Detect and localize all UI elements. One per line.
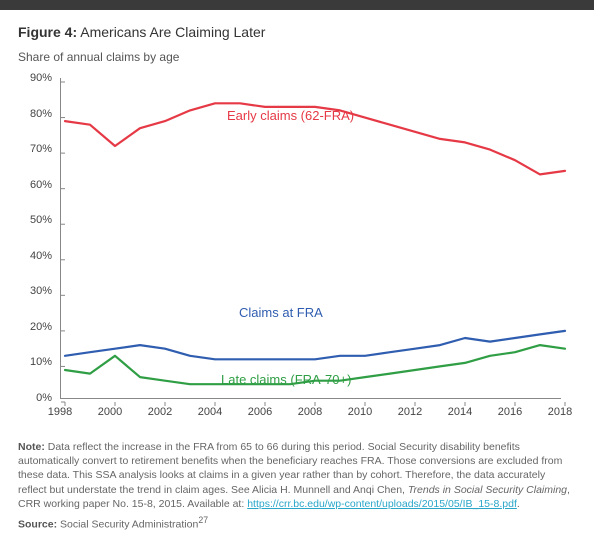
x-axis-labels: 1998200020022004200620082010201220142016… xyxy=(60,402,560,422)
figure-subtitle: Share of annual claims by age xyxy=(18,50,576,64)
figure-title: Americans Are Claiming Later xyxy=(80,24,265,40)
note-label: Note: xyxy=(18,441,45,453)
x-tick-label: 2018 xyxy=(548,406,572,418)
series-label-late: Late claims (FRA-70+) xyxy=(221,372,351,387)
y-tick-label: 0% xyxy=(36,392,52,404)
source-label: Source: xyxy=(18,518,57,530)
x-tick-label: 2000 xyxy=(98,406,122,418)
x-tick-label: 2016 xyxy=(498,406,522,418)
figure-container: Figure 4: Americans Are Claiming Later S… xyxy=(0,10,594,548)
x-tick-label: 2004 xyxy=(198,406,222,418)
y-tick-label: 40% xyxy=(30,250,52,262)
y-tick-label: 70% xyxy=(30,143,52,155)
y-tick-label: 50% xyxy=(30,214,52,226)
y-tick-label: 90% xyxy=(30,72,52,84)
series-label-fra: Claims at FRA xyxy=(239,305,323,320)
figure-label: Figure 4: xyxy=(18,24,77,40)
figure-source: Source: Social Security Administration27 xyxy=(18,515,576,531)
x-tick-label: 2012 xyxy=(398,406,422,418)
y-tick-label: 10% xyxy=(30,356,52,368)
x-tick-label: 2002 xyxy=(148,406,172,418)
chart-svg xyxy=(61,78,569,406)
series-label-early: Early claims (62-FRA) xyxy=(227,108,354,123)
note-italic: Trends in Social Security Claiming xyxy=(408,484,567,496)
x-tick-label: 1998 xyxy=(48,406,72,418)
line-chart: 0% 10% 20% 30% 40% 50% 60% 70% 80% 90% Early clai… xyxy=(18,72,576,432)
figure-note: Note: Data reflect the increase in the F… xyxy=(18,440,576,511)
note-text-3: . xyxy=(517,498,520,510)
source-sup: 27 xyxy=(198,515,208,525)
source-text: Social Security Administration xyxy=(57,518,198,530)
figure-header: Figure 4: Americans Are Claiming Later xyxy=(18,24,576,40)
x-tick-label: 2014 xyxy=(448,406,472,418)
top-bar xyxy=(0,0,594,10)
y-tick-label: 20% xyxy=(30,321,52,333)
y-axis-labels: 0% 10% 20% 30% 40% 50% 60% 70% 80% 90% xyxy=(18,72,58,412)
y-tick-label: 80% xyxy=(30,108,52,120)
y-tick-label: 60% xyxy=(30,179,52,191)
plot-area: Early claims (62-FRA) Claims at FRA Late c… xyxy=(60,78,561,399)
x-tick-label: 2008 xyxy=(298,406,322,418)
x-tick-label: 2010 xyxy=(348,406,372,418)
note-link[interactable]: https://crr.bc.edu/wp-content/uploads/20… xyxy=(247,498,517,510)
x-tick-label: 2006 xyxy=(248,406,272,418)
y-tick-label: 30% xyxy=(30,285,52,297)
